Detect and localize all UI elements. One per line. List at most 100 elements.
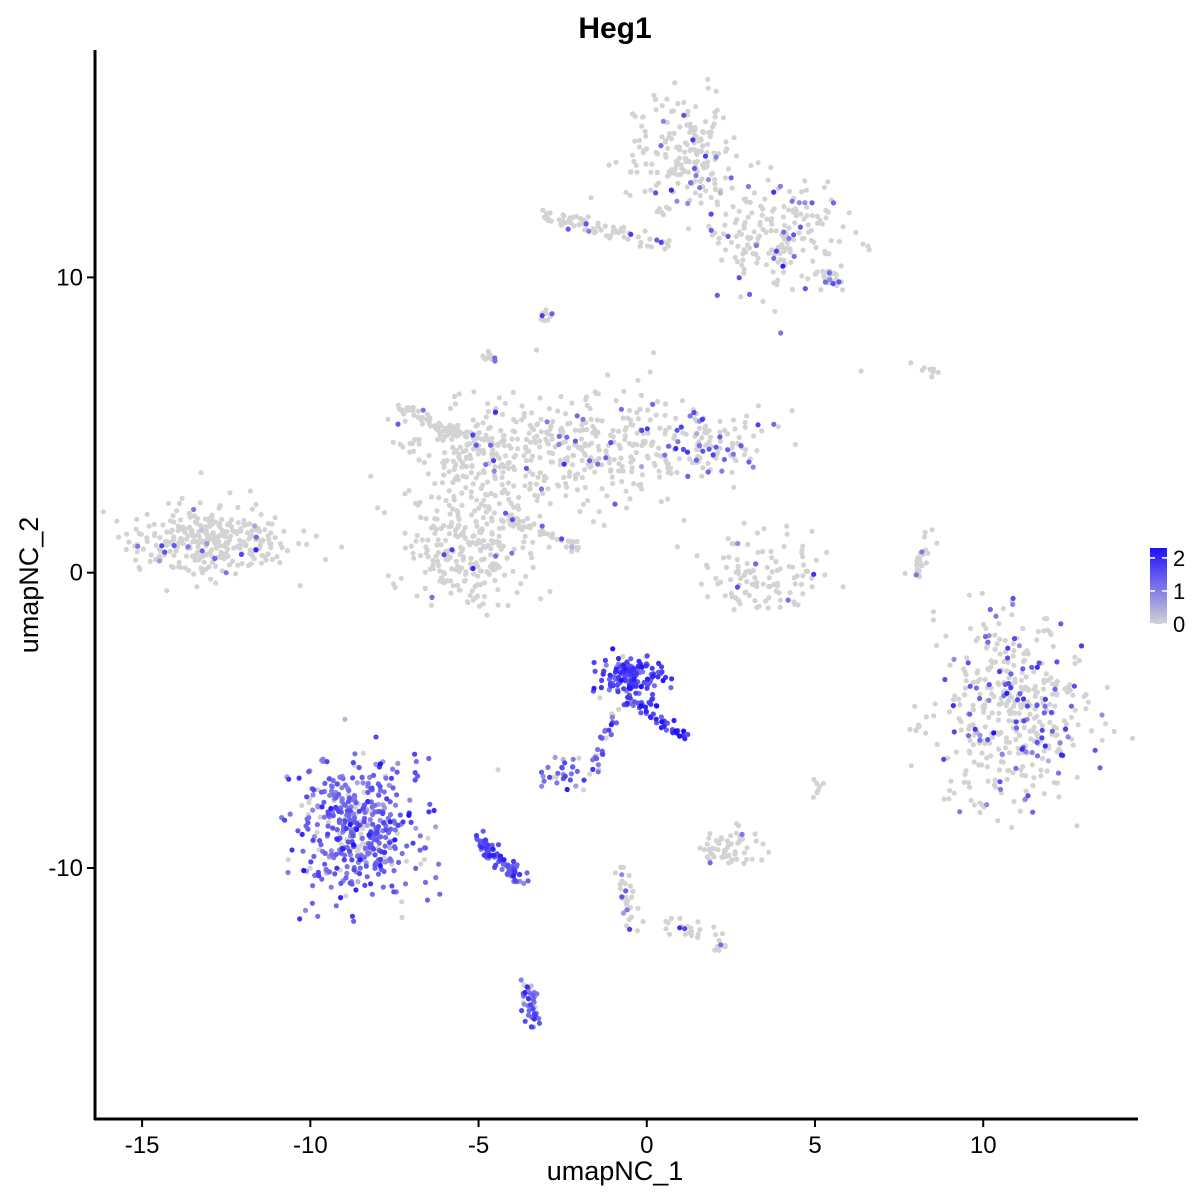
cell-point xyxy=(801,216,807,222)
cell-point xyxy=(633,690,639,696)
cell-point xyxy=(731,484,737,490)
cell-point xyxy=(1038,773,1044,779)
cell-point xyxy=(525,878,531,884)
cell-point xyxy=(277,541,284,547)
cell-point xyxy=(691,146,697,153)
cell-point xyxy=(538,416,544,422)
cell-point xyxy=(800,591,806,597)
cell-point xyxy=(620,653,626,660)
cell-point xyxy=(226,562,233,568)
cell-point xyxy=(1018,677,1024,683)
cell-point xyxy=(364,822,370,828)
cell-point xyxy=(717,445,723,451)
cell-point xyxy=(721,231,727,237)
cell-point xyxy=(415,502,421,508)
cell-point xyxy=(1021,651,1027,657)
cell-point xyxy=(219,555,225,561)
cell-point xyxy=(697,845,703,851)
cell-point xyxy=(947,787,953,794)
cell-point xyxy=(618,226,624,232)
cell-point xyxy=(1068,703,1074,709)
cell-point xyxy=(690,137,696,143)
cell-point xyxy=(725,536,731,542)
cell-point xyxy=(387,840,393,846)
cell-point xyxy=(524,984,530,990)
cell-point xyxy=(529,410,535,416)
cell-point xyxy=(323,557,329,563)
cell-point xyxy=(191,533,197,539)
cell-point xyxy=(728,590,735,597)
cell-point xyxy=(1061,718,1067,724)
cell-point xyxy=(667,465,674,471)
cell-point xyxy=(171,552,177,558)
cell-point xyxy=(648,701,654,707)
cell-point xyxy=(970,702,976,708)
cell-point xyxy=(643,146,650,152)
cell-point xyxy=(372,862,378,868)
cell-point xyxy=(736,229,743,235)
cell-point xyxy=(997,779,1003,785)
cell-point xyxy=(492,464,498,470)
cell-point xyxy=(735,563,741,569)
cell-point xyxy=(668,685,674,691)
cell-point xyxy=(418,553,424,559)
cell-point xyxy=(767,583,773,589)
cell-point xyxy=(581,777,587,783)
cell-point xyxy=(527,485,533,492)
cell-point xyxy=(656,660,662,667)
cell-point xyxy=(415,408,421,414)
cell-point xyxy=(638,481,644,487)
cell-point xyxy=(1005,645,1011,651)
cell-point xyxy=(346,813,352,819)
cell-point xyxy=(635,416,641,422)
cell-point xyxy=(595,769,601,775)
cell-point xyxy=(695,453,701,459)
cell-point xyxy=(426,755,432,762)
cell-point xyxy=(1011,662,1017,668)
cell-point xyxy=(314,829,320,835)
cell-point xyxy=(477,546,484,553)
cell-point xyxy=(723,564,730,570)
cell-point xyxy=(552,754,558,761)
cell-point xyxy=(340,776,346,782)
cell-point xyxy=(1075,722,1081,728)
cell-point xyxy=(455,476,461,483)
cell-point xyxy=(199,570,206,576)
cell-point xyxy=(147,558,153,565)
cell-point xyxy=(540,207,546,213)
cell-point xyxy=(1055,770,1062,776)
cell-point xyxy=(322,850,328,857)
cell-point xyxy=(570,756,576,762)
cell-point xyxy=(732,851,738,857)
cell-point xyxy=(258,560,264,566)
cell-point xyxy=(171,534,177,540)
cell-point xyxy=(438,525,444,532)
cell-point xyxy=(531,521,537,527)
cell-point xyxy=(176,564,182,570)
cell-point xyxy=(124,531,130,537)
cell-point xyxy=(385,416,391,422)
cell-point xyxy=(351,842,357,848)
cell-point xyxy=(966,592,973,598)
cell-point xyxy=(981,706,987,712)
cell-point xyxy=(784,523,790,529)
cell-point xyxy=(629,152,636,158)
cell-point xyxy=(802,178,808,184)
cell-point xyxy=(674,544,681,550)
cell-point xyxy=(162,549,168,555)
cell-point xyxy=(153,542,159,548)
cell-point xyxy=(392,827,398,833)
cell-point xyxy=(1016,710,1022,717)
cell-point xyxy=(694,553,700,559)
cell-point xyxy=(617,669,624,676)
cell-point xyxy=(187,514,193,520)
cell-point xyxy=(777,597,784,603)
cell-point xyxy=(175,523,181,529)
cell-point xyxy=(697,193,703,199)
cell-point xyxy=(412,751,418,757)
cell-point xyxy=(703,423,709,429)
cell-point xyxy=(501,572,507,578)
cell-point xyxy=(452,463,458,469)
cell-point xyxy=(769,247,775,253)
cell-point xyxy=(502,453,509,459)
